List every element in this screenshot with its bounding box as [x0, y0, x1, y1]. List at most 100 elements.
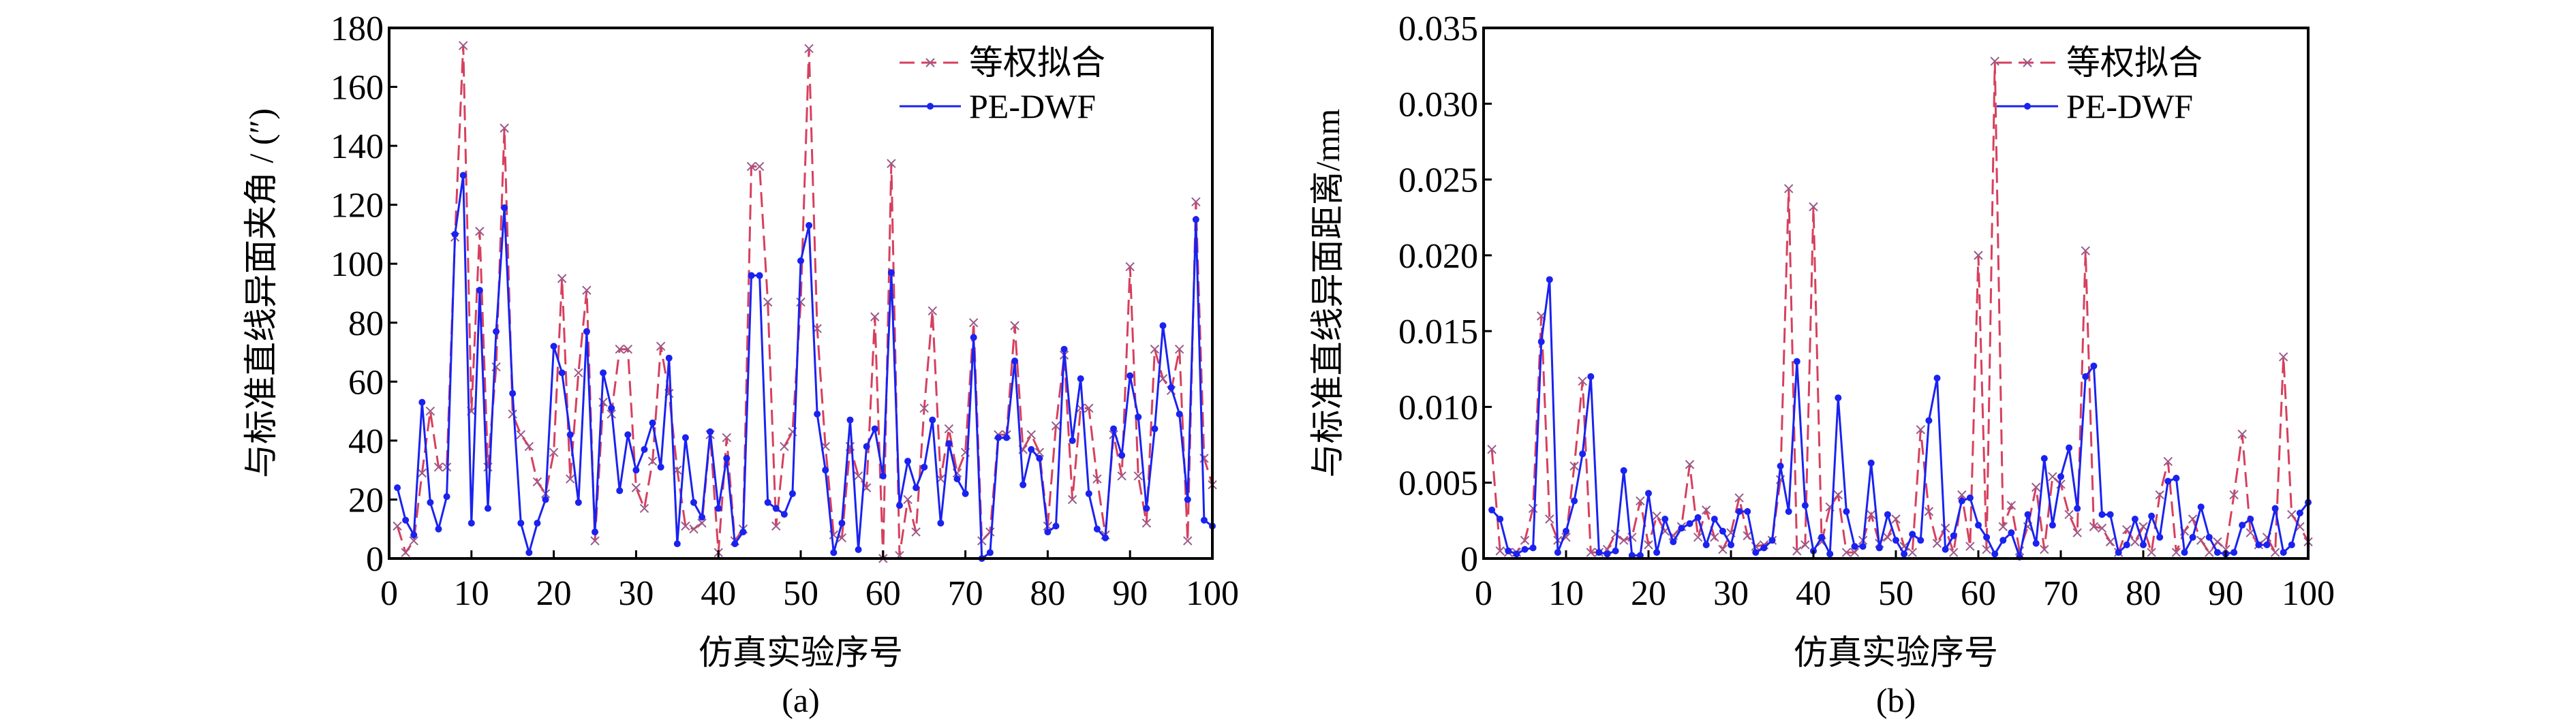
data-point-dot-marker	[418, 398, 426, 406]
data-point-dot-marker	[501, 204, 508, 211]
data-point-dot-marker	[1958, 497, 1965, 505]
legend-entry: 等权拟合	[900, 44, 1105, 82]
data-point-dot-marker	[1620, 467, 1627, 474]
series-pe-dwf	[394, 172, 1216, 562]
data-point-dot-marker	[2066, 444, 2073, 452]
data-point-x-marker	[2006, 501, 2017, 510]
data-point-dot-marker	[558, 369, 566, 377]
data-point-x-marker	[2072, 528, 2082, 537]
data-point-dot-marker	[566, 431, 574, 439]
panel-caption: (b)	[1876, 681, 1916, 719]
data-point-dot-marker	[1925, 417, 1933, 424]
y-tick-label: 0.020	[1398, 237, 1478, 276]
y-tick-label: 0	[366, 540, 384, 579]
data-point-x-marker	[631, 483, 641, 492]
legend-x-marker-icon	[2023, 58, 2032, 67]
data-point-x-marker	[2205, 548, 2214, 557]
data-point-dot-marker	[1875, 544, 1883, 552]
data-point-dot-marker	[739, 529, 747, 536]
data-point-x-marker	[1965, 541, 1975, 551]
data-point-dot-marker	[2106, 511, 2114, 518]
data-point-dot-marker	[1975, 522, 1982, 529]
data-point-dot-marker	[1126, 372, 1134, 379]
data-point-x-marker	[647, 456, 658, 466]
data-point-dot-marker	[1587, 373, 1595, 380]
data-point-x-marker	[2031, 482, 2041, 492]
data-point-dot-marker	[574, 499, 582, 506]
data-point-dot-marker	[1036, 454, 1043, 462]
data-point-dot-marker	[435, 525, 442, 533]
data-point-dot-marker	[1653, 549, 1661, 556]
x-tick-label: 80	[1030, 574, 1065, 613]
data-point-x-marker	[1907, 548, 1917, 557]
x-tick-label: 80	[2126, 574, 2161, 613]
data-point-dot-marker	[394, 484, 401, 492]
data-point-dot-marker	[1818, 533, 1826, 541]
data-point-dot-marker	[1966, 494, 1974, 501]
data-point-x-marker	[1644, 540, 1653, 550]
data-point-dot-marker	[608, 405, 615, 412]
data-point-dot-marker	[1942, 546, 1949, 553]
data-point-dot-marker	[1011, 358, 1019, 365]
data-point-dot-marker	[1793, 358, 1800, 365]
data-point-x-marker	[639, 503, 649, 514]
data-point-x-marker	[780, 441, 789, 452]
data-point-x-marker	[1487, 445, 1497, 454]
data-point-x-marker	[1092, 474, 1102, 484]
data-point-dot-marker	[583, 328, 590, 335]
legend-entry: PE-DWF	[900, 87, 1096, 125]
data-point-dot-marker	[1612, 547, 1619, 554]
data-point-dot-marker	[780, 511, 788, 518]
data-point-x-marker	[1743, 531, 1752, 541]
data-point-dot-marker	[1892, 537, 1899, 544]
data-point-dot-marker	[1983, 533, 1991, 541]
data-point-x-marker	[804, 44, 814, 54]
data-point-x-marker	[582, 285, 592, 295]
y-tick-label: 160	[331, 69, 384, 108]
data-point-dot-marker	[476, 287, 483, 294]
data-point-dot-marker	[699, 514, 706, 521]
series-line	[1490, 61, 2310, 556]
data-point-dot-marker	[2288, 541, 2295, 548]
data-point-x-marker	[1578, 376, 1587, 386]
data-point-x-marker	[1051, 421, 1061, 430]
data-point-x-marker	[870, 312, 880, 321]
data-point-x-marker	[681, 521, 690, 531]
data-point-dot-marker	[764, 499, 771, 506]
x-axis-label: 仿真实验序号	[1794, 633, 1998, 672]
y-tick-label: 120	[331, 187, 384, 225]
y-tick-label: 0	[1460, 540, 1478, 579]
data-point-x-marker	[1833, 490, 1843, 500]
legend-dot-marker-icon	[2024, 103, 2031, 110]
chart-panel-a: 0 10 20 30 40 50 60 70 80 90 100 0 20 40 60 80 100 120 140…	[242, 10, 1239, 719]
data-point-x-marker	[771, 521, 781, 531]
data-point-dot-marker	[806, 221, 813, 229]
x-tick-label: 50	[1878, 574, 1914, 613]
data-point-x-marker	[1701, 505, 1711, 515]
data-point-x-marker	[2188, 514, 2198, 524]
data-point-dot-marker	[2181, 549, 2188, 556]
data-point-x-marker	[2122, 525, 2132, 535]
data-point-x-marker	[1569, 461, 1579, 471]
data-point-dot-marker	[707, 428, 714, 435]
data-point-dot-marker	[2173, 475, 2180, 482]
data-point-dot-marker	[1777, 462, 1784, 470]
data-point-dot-marker	[1711, 516, 1718, 523]
data-point-dot-marker	[1529, 544, 1537, 552]
data-point-dot-marker	[2098, 511, 2106, 518]
data-point-x-marker	[475, 226, 485, 236]
data-point-x-marker	[508, 409, 517, 419]
data-point-dot-marker	[1513, 550, 1520, 558]
data-point-x-marker	[1998, 522, 2008, 531]
data-point-x-marker	[2213, 537, 2222, 547]
legend-label: PE-DWF	[969, 87, 1096, 125]
data-point-x-marker	[598, 397, 608, 407]
data-point-dot-marker	[953, 475, 961, 483]
data-point-dot-marker	[1118, 452, 1126, 459]
x-tick-label: 30	[618, 574, 654, 613]
data-point-dot-marker	[2082, 373, 2089, 380]
data-point-dot-marker	[1835, 394, 1842, 402]
data-point-x-marker	[2138, 522, 2148, 531]
data-point-x-marker	[1545, 514, 1554, 524]
data-point-dot-marker	[756, 272, 763, 279]
